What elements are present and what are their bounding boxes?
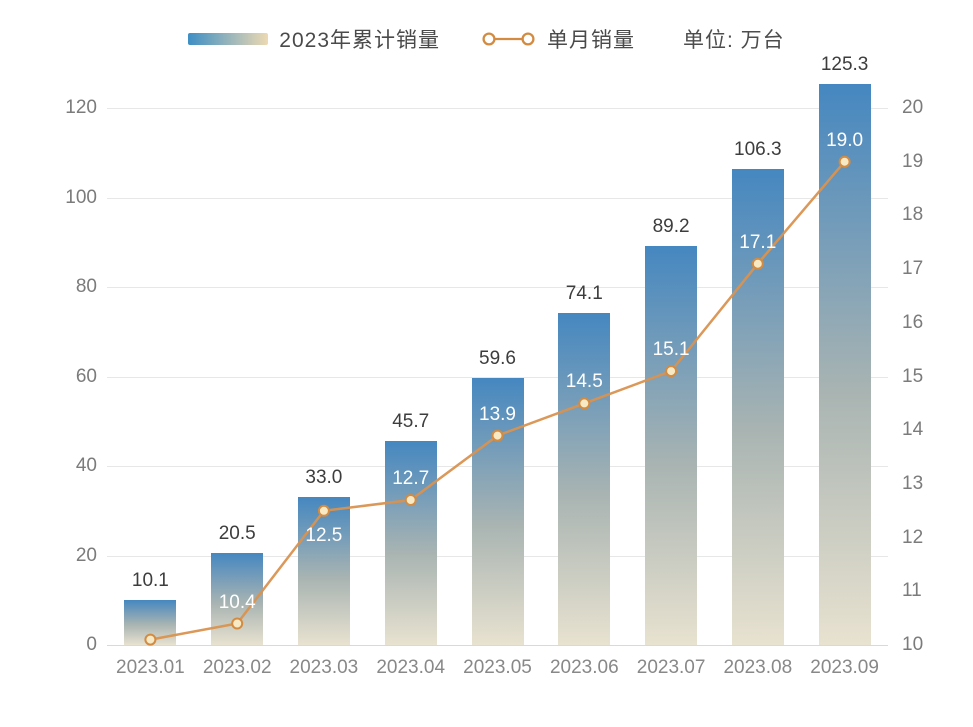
right-axis-tick-label: 11	[902, 580, 922, 602]
x-axis-tick-label: 2023.02	[202, 657, 272, 678]
unit-label: 单位: 万台	[683, 29, 785, 52]
x-axis-tick-label: 2023.04	[376, 657, 446, 678]
right-axis-tick-label: 10	[902, 634, 924, 655]
legend-item-cumulative: 2023年累计销量	[188, 24, 440, 54]
left-axis-tick-label: 60	[75, 365, 97, 387]
right-axis-tick-label: 17	[902, 258, 924, 280]
chart-legend: 2023年累计销量 单月销量 单位: 万台	[0, 24, 973, 54]
cumulative-bar	[558, 313, 611, 645]
right-axis-tick-label: 19	[902, 150, 924, 172]
left-axis-tick-label: 20	[75, 544, 97, 566]
monthly-value-label: 12.5	[305, 524, 343, 546]
bar-gradient-swatch	[188, 33, 269, 45]
right-axis-tick-label: 12	[902, 526, 924, 548]
cumulative-value-label: 10.1	[131, 569, 169, 591]
monthly-value-label: 13.9	[479, 403, 516, 425]
cumulative-value-label: 125.3	[820, 54, 869, 76]
cumulative-bar	[645, 245, 698, 645]
left-axis-tick-label: 0	[86, 634, 97, 655]
left-axis-tick-label: 120	[65, 97, 97, 118]
x-axis-tick-label: 2023.09	[810, 657, 879, 678]
x-axis-tick-label: 2023.08	[723, 657, 793, 678]
left-axis-tick-label: 80	[75, 276, 97, 297]
cumulative-value-label: 59.6	[479, 348, 516, 370]
legend-label-monthly: 单月销量	[547, 29, 636, 52]
right-axis-tick-label: 15	[902, 365, 924, 387]
right-axis-tick-label: 13	[902, 472, 924, 494]
right-axis-tick-label: 16	[902, 311, 924, 333]
x-axis-tick-label: 2023.01	[116, 657, 185, 678]
x-axis-tick-label: 2023.05	[463, 657, 532, 678]
cumulative-bar	[124, 599, 177, 645]
cumulative-value-label: 106.3	[734, 139, 782, 161]
monthly-value-label: 12.7	[392, 468, 430, 489]
cumulative-value-label: 33.0	[305, 467, 343, 489]
cumulative-value-label: 74.1	[565, 283, 603, 305]
cumulative-value-label: 45.7	[392, 410, 430, 432]
monthly-value-label: 10.4	[218, 591, 256, 613]
cumulative-value-label: 89.2	[652, 215, 690, 237]
x-axis-tick-label: 2023.06	[549, 657, 619, 678]
monthly-value-label: 14.5	[565, 371, 603, 393]
gridline	[107, 108, 888, 109]
x-axis-tick-label: 2023.07	[636, 657, 706, 678]
gridline	[107, 645, 888, 646]
legend-item-monthly: 单月销量	[482, 24, 635, 54]
x-axis-tick-label: 2023.03	[289, 657, 359, 678]
right-axis-tick-label: 20	[902, 97, 924, 118]
right-axis-tick-label: 18	[902, 204, 924, 226]
monthly-value-label: 19.0	[826, 129, 864, 151]
monthly-value-label: 15.1	[652, 339, 690, 361]
right-axis-tick-label: 14	[902, 419, 924, 441]
left-axis-tick-label: 100	[65, 186, 97, 208]
line-series-icon	[482, 32, 535, 46]
legend-label-cumulative: 2023年累计销量	[279, 29, 441, 52]
cumulative-bar	[297, 497, 350, 645]
monthly-value-label: 17.1	[739, 231, 777, 253]
cumulative-bar	[818, 84, 871, 645]
left-axis-tick-label: 40	[75, 455, 97, 476]
cumulative-value-label: 20.5	[218, 523, 256, 545]
